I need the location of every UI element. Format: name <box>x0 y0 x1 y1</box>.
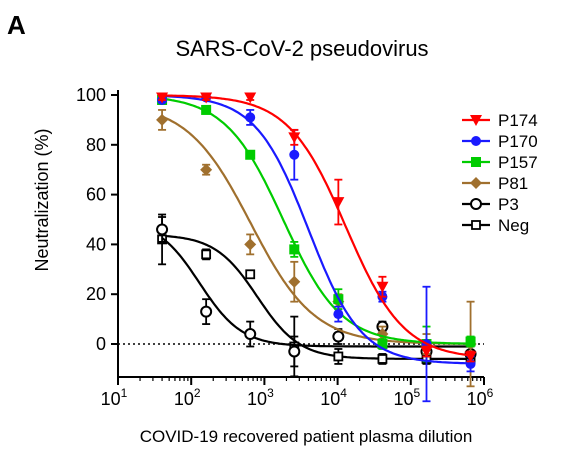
data-point-p3 <box>156 223 169 236</box>
legend-label-neg: Neg <box>498 216 529 235</box>
data-point-p170 <box>289 149 300 160</box>
legend-label-p174: P174 <box>498 111 538 130</box>
data-point-p3 <box>332 330 345 343</box>
legend-item-neg: Neg <box>462 216 529 235</box>
y-tick-label: 60 <box>86 185 106 205</box>
fit-curve-p3 <box>161 237 471 348</box>
data-point-p3 <box>244 328 257 341</box>
data-point-p174 <box>332 197 345 209</box>
legend-marker-p81 <box>470 177 482 189</box>
data-point-p157 <box>377 339 388 349</box>
data-point-p174 <box>200 92 213 104</box>
chart-title: SARS-CoV-2 pseudovirus <box>175 36 428 61</box>
legend-marker-neg <box>471 220 481 230</box>
data-point-p174 <box>156 92 169 104</box>
x-tick-label: 106 <box>467 386 494 409</box>
legend-label-p3: P3 <box>498 195 519 214</box>
legend-item-p81: P81 <box>462 174 528 193</box>
y-tick-label: 40 <box>86 234 106 254</box>
legend-label-p170: P170 <box>498 132 538 151</box>
fit-curve-p174 <box>162 94 471 357</box>
data-point-neg <box>201 249 212 260</box>
legend-item-p174: P174 <box>462 111 538 130</box>
data-point-p157 <box>201 104 212 115</box>
x-tick-label: 102 <box>174 386 201 409</box>
x-tick-label: 103 <box>247 386 274 409</box>
legend-item-p157: P157 <box>462 153 538 172</box>
data-point-p170 <box>333 309 344 320</box>
data-point-p174 <box>464 351 477 363</box>
legend: P174 P170 P157 P81 P3 Neg <box>462 111 538 235</box>
panel-label: A <box>7 10 26 40</box>
data-point-p174 <box>420 346 433 358</box>
data-point-p157 <box>245 149 256 160</box>
data-point-p157 <box>465 336 476 347</box>
data-point-p157 <box>289 244 300 255</box>
legend-item-p170: P170 <box>462 132 538 151</box>
data-point-p81 <box>200 163 213 176</box>
legend-marker-p170 <box>471 136 481 146</box>
y-tick-label: 80 <box>86 135 106 155</box>
legend-label-p157: P157 <box>498 153 538 172</box>
legend-label-p81: P81 <box>498 174 528 193</box>
data-point-p174 <box>376 281 389 293</box>
fit-curve-p157 <box>161 97 471 345</box>
y-tick-label: 20 <box>86 284 106 304</box>
data-point-neg <box>377 354 388 364</box>
data-point-p81 <box>288 275 301 288</box>
data-point-p170 <box>245 112 256 123</box>
y-axis-label: Neutralization (%) <box>32 128 52 271</box>
data-point-p174 <box>288 132 301 144</box>
legend-item-p3: P3 <box>462 195 519 214</box>
legend-marker-p3 <box>470 198 482 210</box>
x-tick-label: 105 <box>393 386 420 409</box>
fit-curve-p170 <box>162 95 471 365</box>
y-tick-label: 100 <box>76 85 106 105</box>
x-tick-label: 104 <box>320 386 347 409</box>
y-tick-label: 0 <box>96 334 106 354</box>
x-axis-label: COVID-19 recovered patient plasma diluti… <box>140 427 473 446</box>
data-point-neg <box>333 351 344 362</box>
data-point-p81 <box>156 113 169 126</box>
data-point-p3 <box>288 345 301 358</box>
data-point-p174 <box>244 92 257 104</box>
data-point-p3 <box>200 305 213 318</box>
x-tick-label: 101 <box>101 386 128 409</box>
plot-area: 0 20 40 60 80 100 101 102 103 104 105 106 <box>76 85 494 409</box>
data-point-p81 <box>244 238 257 251</box>
data-point-neg <box>245 269 256 280</box>
legend-marker-p157 <box>471 157 481 167</box>
legend-marker-p174 <box>470 115 482 126</box>
